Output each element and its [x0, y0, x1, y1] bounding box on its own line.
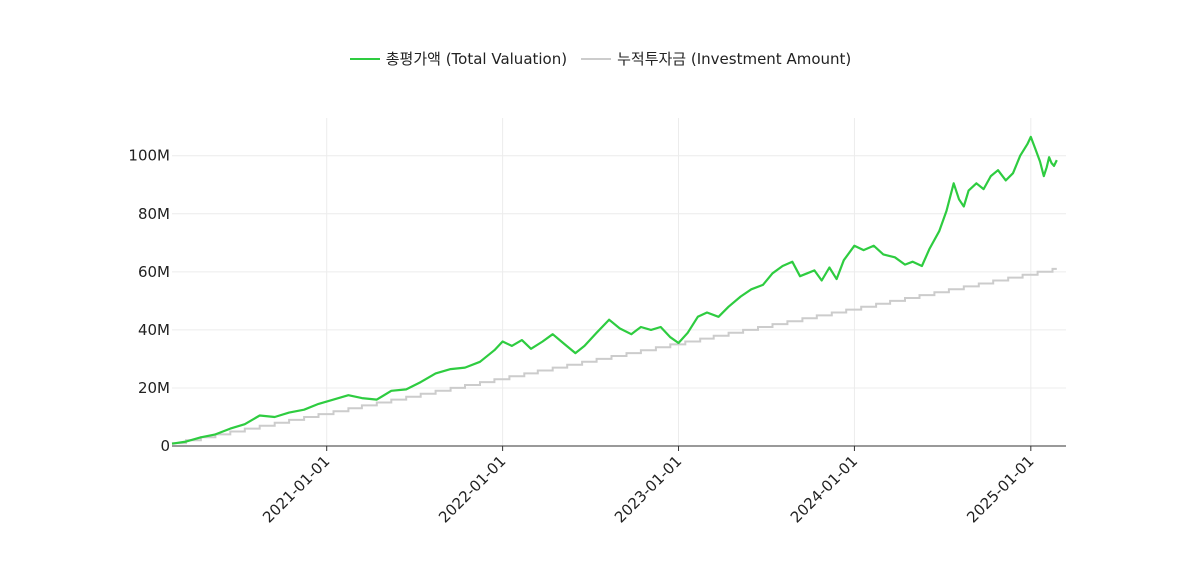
- y-tick-label: 80M: [138, 205, 170, 223]
- investment-amount-line: [172, 267, 1057, 445]
- valuation-line-swatch: [349, 57, 380, 60]
- y-tick-label: 0: [160, 437, 170, 455]
- y-tick-label: 100M: [128, 147, 170, 165]
- y-tick-label: 60M: [138, 263, 170, 281]
- investment-line-swatch: [581, 57, 612, 60]
- series-lines: [171, 135, 1058, 445]
- grid: [172, 118, 1066, 446]
- legend-label-investment: 누적투자금 (Investment Amount): [617, 50, 852, 68]
- x-tick-label: 2025-01-01: [963, 452, 1037, 526]
- x-tick-label: 2024-01-01: [787, 452, 861, 526]
- legend-label-valuation: 총평가액 (Total Valuation): [385, 50, 568, 68]
- legend-item-investment[interactable]: 누적투자금 (Investment Amount): [581, 48, 851, 69]
- x-tick-label: 2021-01-01: [259, 452, 333, 526]
- axes: 0 20M 40M 60M 80M 100M 2021-01-01 2022-01-01 202…: [128, 147, 1066, 526]
- x-tick-label: 2022-01-01: [435, 452, 509, 526]
- total-valuation-line: [171, 135, 1058, 445]
- legend: 총평가액 (Total Valuation) 누적투자금 (Investment…: [0, 48, 1201, 69]
- y-tick-label: 40M: [138, 321, 170, 339]
- legend-item-valuation[interactable]: 총평가액 (Total Valuation): [349, 48, 568, 69]
- y-tick-label: 20M: [138, 379, 170, 397]
- x-tick-label: 2023-01-01: [611, 452, 685, 526]
